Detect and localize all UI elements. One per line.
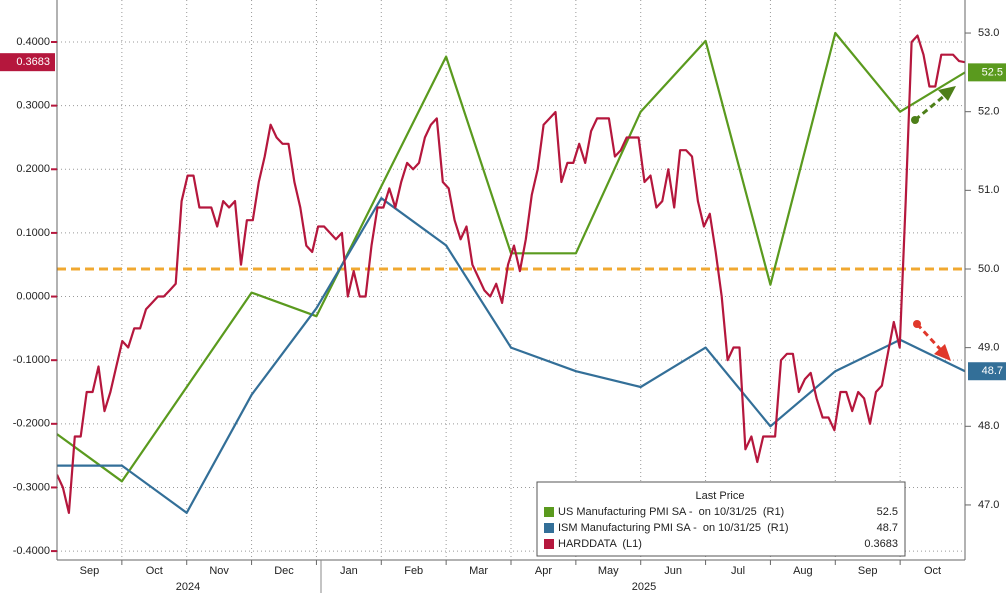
last-value-box [0, 53, 55, 72]
x-tick-label: Mar [469, 565, 488, 577]
x-tick-label: Jun [664, 565, 682, 577]
legend-box [536, 481, 906, 557]
series-line [57, 31, 965, 483]
legend-title: Last Price [696, 490, 745, 502]
legend-value: 52.5 [877, 506, 898, 518]
y2-tick-label: 51.0 [978, 184, 999, 196]
y2-tick-label: 53.0 [978, 27, 999, 39]
legend-swatch [544, 507, 554, 517]
arrow-down [913, 320, 951, 361]
y-tick-label: -0.1000 [13, 354, 50, 366]
x-tick-label: Sep [80, 565, 100, 577]
series-line [57, 197, 965, 514]
y-tick-label: -0.2000 [13, 418, 50, 430]
x-tick-label: Sep [858, 565, 878, 577]
last-value-box [968, 63, 1006, 82]
last-value-label: 48.7 [982, 365, 1003, 377]
y2-tick-label: 50.0 [978, 263, 999, 275]
y2-tick-label: 49.0 [978, 342, 999, 354]
legend-value: 48.7 [877, 522, 898, 534]
y-tick-label: 0.0000 [16, 290, 50, 302]
last-value-label: 52.5 [982, 66, 1003, 78]
x-tick-label: Jan [340, 565, 358, 577]
plot [57, 31, 965, 514]
y2-tick-label: 47.0 [978, 499, 999, 511]
y2-tick-label: 48.0 [978, 420, 999, 432]
x-tick-label: Oct [924, 565, 941, 577]
legend-value: 0.3683 [864, 538, 898, 550]
last-value-label: 0.3683 [16, 56, 50, 68]
x-tick-label: Dec [274, 565, 294, 577]
arrow-up [911, 86, 956, 124]
y-tick-label: 0.1000 [16, 227, 50, 239]
legend: Last Price US Manufacturing PMI SA - on … [536, 481, 906, 557]
last-value-box [968, 362, 1006, 381]
legend-label: HARDDATA (L1) [558, 538, 642, 550]
legend-swatch [544, 539, 554, 549]
x-tick-label: Feb [404, 565, 423, 577]
y-tick-label: 0.2000 [16, 163, 50, 175]
y-tick-label: 0.3000 [16, 100, 50, 112]
x-tick-label: Jul [731, 565, 745, 577]
x-tick-label: Apr [535, 565, 552, 577]
y-tick-label: 0.4000 [16, 36, 50, 48]
legend-label: ISM Manufacturing PMI SA - on 10/31/25 (… [558, 522, 789, 534]
x-tick-label: Nov [209, 565, 229, 577]
legend-label: US Manufacturing PMI SA - on 10/31/25 (R… [558, 506, 784, 518]
x-tick-label: Aug [793, 565, 813, 577]
grid [57, 0, 965, 560]
x-tick-label: Oct [146, 565, 163, 577]
year-label: 2024 [176, 581, 200, 593]
x-tick-label: May [598, 565, 619, 577]
year-label: 2025 [632, 581, 656, 593]
series-line [57, 34, 965, 514]
y-tick-label: -0.4000 [13, 545, 50, 557]
legend-swatch [544, 523, 554, 533]
y-tick-label: -0.3000 [13, 481, 50, 493]
y2-tick-label: 52.0 [978, 106, 999, 118]
